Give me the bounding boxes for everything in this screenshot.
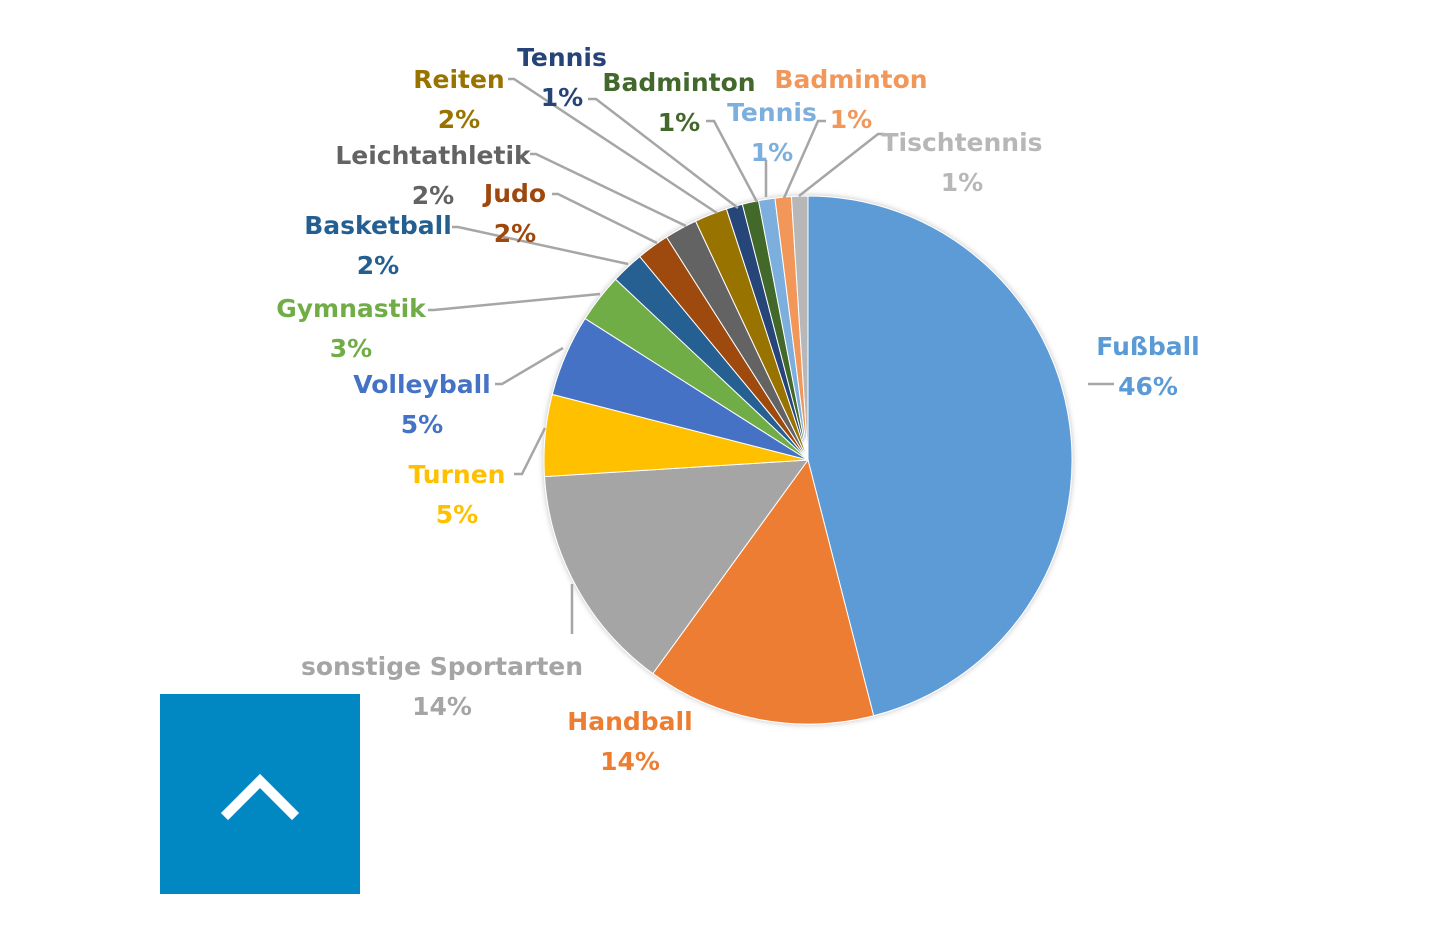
leader-line-10	[588, 97, 739, 209]
pie-slice-1	[652, 458, 875, 725]
data-label-percent: 14%	[412, 692, 472, 721]
data-label-percent: 1%	[751, 138, 793, 167]
pie-slice-2	[543, 459, 810, 675]
data-label-12: Tennis 1%	[727, 98, 817, 167]
data-label-name: Turnen	[409, 460, 506, 489]
leader-line-6	[452, 225, 629, 266]
data-label-percent: 1%	[830, 105, 872, 134]
data-label-7: Judo 2%	[482, 179, 546, 248]
data-label-name: Handball	[567, 707, 692, 736]
data-label-name: Fußball	[1096, 332, 1200, 361]
data-label-name: Judo	[482, 179, 546, 208]
data-label-percent: 2%	[357, 251, 399, 280]
data-label-name: Badminton	[602, 68, 755, 97]
data-label-2: sonstige Sportarten 14%	[301, 652, 583, 721]
pie-slice-0	[807, 195, 1073, 717]
data-label-percent: 2%	[494, 219, 536, 248]
data-label-name: sonstige Sportarten	[301, 652, 583, 681]
data-label-3: Turnen 5%	[409, 460, 506, 529]
data-label-name: Tennis	[727, 98, 817, 127]
data-label-name: Badminton	[774, 65, 927, 94]
data-label-percent: 46%	[1118, 372, 1178, 401]
leader-line-7	[552, 192, 658, 245]
leader-line-8	[530, 152, 687, 228]
leader-line-3	[514, 427, 547, 476]
leader-line-4	[495, 346, 564, 386]
back-to-top-button[interactable]	[160, 694, 360, 894]
data-label-name: Gymnastik	[276, 294, 427, 323]
leader-line-13	[782, 119, 826, 199]
data-label-8: Leichtathletik 2%	[335, 141, 532, 210]
data-label-0: Fußball 46%	[1096, 332, 1200, 401]
leader-line-14	[798, 132, 884, 197]
data-label-4: Volleyball 5%	[353, 370, 490, 439]
leader-line-11	[706, 119, 759, 203]
data-label-percent: 3%	[330, 334, 372, 363]
chevron-up-icon	[220, 773, 300, 821]
data-label-percent: 1%	[658, 108, 700, 137]
data-label-9: Reiten 2%	[413, 65, 504, 134]
data-label-percent: 2%	[412, 181, 454, 210]
data-label-1: Handball 14%	[567, 707, 692, 776]
data-label-percent: 5%	[436, 500, 478, 529]
data-label-5: Gymnastik 3%	[276, 294, 427, 363]
data-label-percent: 1%	[541, 83, 583, 112]
data-label-6: Basketball 2%	[304, 211, 452, 280]
data-label-percent: 5%	[401, 410, 443, 439]
data-label-percent: 2%	[438, 105, 480, 134]
data-label-percent: 14%	[600, 747, 660, 776]
data-label-10: Tennis 1%	[517, 43, 607, 112]
data-label-name: Tischtennis	[881, 128, 1042, 157]
data-label-14: Tischtennis 1%	[881, 128, 1042, 197]
data-label-11: Badminton 1%	[602, 68, 755, 137]
data-label-13: Badminton 1%	[774, 65, 927, 134]
data-label-name: Leichtathletik	[335, 141, 532, 170]
data-label-name: Reiten	[413, 65, 504, 94]
data-label-percent: 1%	[941, 168, 983, 197]
data-label-name: Volleyball	[353, 370, 490, 399]
leader-line-5	[428, 292, 601, 312]
leader-line-9	[508, 77, 718, 215]
data-label-name: Tennis	[517, 43, 607, 72]
data-label-name: Basketball	[304, 211, 452, 240]
